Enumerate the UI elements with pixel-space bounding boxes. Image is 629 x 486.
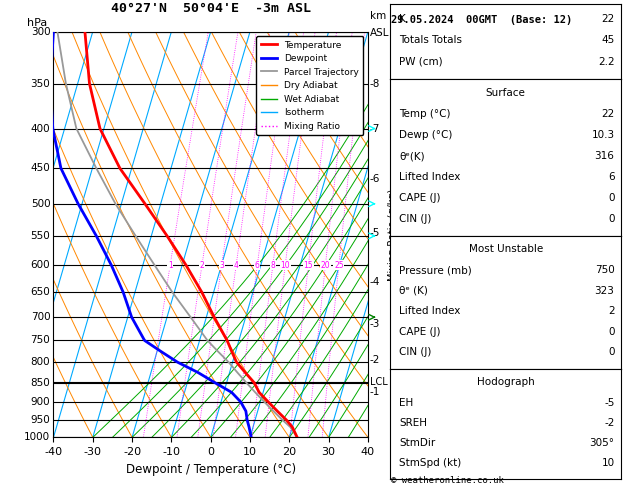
Text: © weatheronline.co.uk: © weatheronline.co.uk [391,475,504,485]
Text: Surface: Surface [486,87,526,98]
Text: -1: -1 [370,387,380,398]
Text: 305°: 305° [589,438,615,448]
Text: -2: -2 [604,418,615,428]
Text: StmSpd (kt): StmSpd (kt) [399,458,462,468]
Text: 10: 10 [601,458,615,468]
Text: 550: 550 [31,231,50,241]
Text: 900: 900 [31,397,50,407]
Text: 22: 22 [601,109,615,120]
Text: -2: -2 [370,355,380,365]
Text: 950: 950 [31,415,50,425]
Text: θᵉ (K): θᵉ (K) [399,286,428,296]
Text: Lifted Index: Lifted Index [399,172,460,182]
Text: -3: -3 [370,319,380,330]
Text: 6: 6 [608,172,615,182]
Text: 3: 3 [220,260,224,270]
Text: 500: 500 [31,199,50,209]
Legend: Temperature, Dewpoint, Parcel Trajectory, Dry Adiabat, Wet Adiabat, Isotherm, Mi: Temperature, Dewpoint, Parcel Trajectory… [256,36,364,135]
Text: 15: 15 [304,260,313,270]
Text: 800: 800 [31,357,50,367]
Text: CAPE (J): CAPE (J) [399,193,441,203]
Text: Temp (°C): Temp (°C) [399,109,451,120]
Text: 6: 6 [255,260,260,270]
Text: SREH: SREH [399,418,427,428]
Text: Mixing Ratio (g/kg): Mixing Ratio (g/kg) [388,189,398,280]
Text: 29.05.2024  00GMT  (Base: 12): 29.05.2024 00GMT (Base: 12) [391,15,572,25]
Text: 2: 2 [199,260,204,270]
Text: -4: -4 [370,277,380,287]
Text: hPa: hPa [26,17,47,28]
Text: 300: 300 [31,27,50,36]
Text: 10.3: 10.3 [591,130,615,140]
Text: -8: -8 [370,79,380,88]
Text: 850: 850 [31,378,50,388]
Text: -6: -6 [370,174,380,184]
Text: Lifted Index: Lifted Index [399,306,460,316]
Text: 40°27'N  50°04'E  -3m ASL: 40°27'N 50°04'E -3m ASL [111,2,311,16]
Text: kt: kt [451,25,460,34]
Text: Totals Totals: Totals Totals [399,35,462,45]
Text: 0: 0 [608,193,615,203]
Text: 700: 700 [31,312,50,322]
Text: -5: -5 [370,228,380,238]
Text: CIN (J): CIN (J) [399,347,431,357]
Text: 22: 22 [601,14,615,24]
Text: 323: 323 [594,286,615,296]
Text: Dewp (°C): Dewp (°C) [399,130,453,140]
Text: 8: 8 [270,260,276,270]
Text: 750: 750 [31,335,50,346]
Text: CIN (J): CIN (J) [399,214,431,224]
Text: 600: 600 [31,260,50,270]
Text: km: km [370,11,386,21]
Text: 25: 25 [334,260,343,270]
Text: LCL: LCL [370,377,387,387]
Text: K: K [399,14,406,24]
Text: -5: -5 [604,398,615,408]
Text: 0: 0 [608,327,615,337]
Text: 750: 750 [595,265,615,276]
Text: EH: EH [399,398,413,408]
Text: 20: 20 [321,260,330,270]
Text: ASL: ASL [370,28,389,38]
Text: 350: 350 [31,79,50,88]
Text: PW (cm): PW (cm) [399,57,443,67]
Text: StmDir: StmDir [399,438,435,448]
Text: θᵉ(K): θᵉ(K) [399,151,425,161]
Text: 4: 4 [234,260,238,270]
Text: 10: 10 [281,260,290,270]
Text: Hodograph: Hodograph [477,377,535,387]
Text: 45: 45 [601,35,615,45]
Text: 316: 316 [594,151,615,161]
Text: -7: -7 [370,123,380,134]
Text: 650: 650 [31,287,50,297]
Text: 1000: 1000 [24,433,50,442]
Text: 2.2: 2.2 [598,57,615,67]
Text: 0: 0 [608,214,615,224]
Text: 1: 1 [168,260,172,270]
Text: 400: 400 [31,123,50,134]
Text: 0: 0 [608,347,615,357]
Text: Most Unstable: Most Unstable [469,244,543,254]
Text: 450: 450 [31,163,50,173]
Text: CAPE (J): CAPE (J) [399,327,441,337]
Text: 2: 2 [608,306,615,316]
Text: Pressure (mb): Pressure (mb) [399,265,472,276]
X-axis label: Dewpoint / Temperature (°C): Dewpoint / Temperature (°C) [126,463,296,476]
